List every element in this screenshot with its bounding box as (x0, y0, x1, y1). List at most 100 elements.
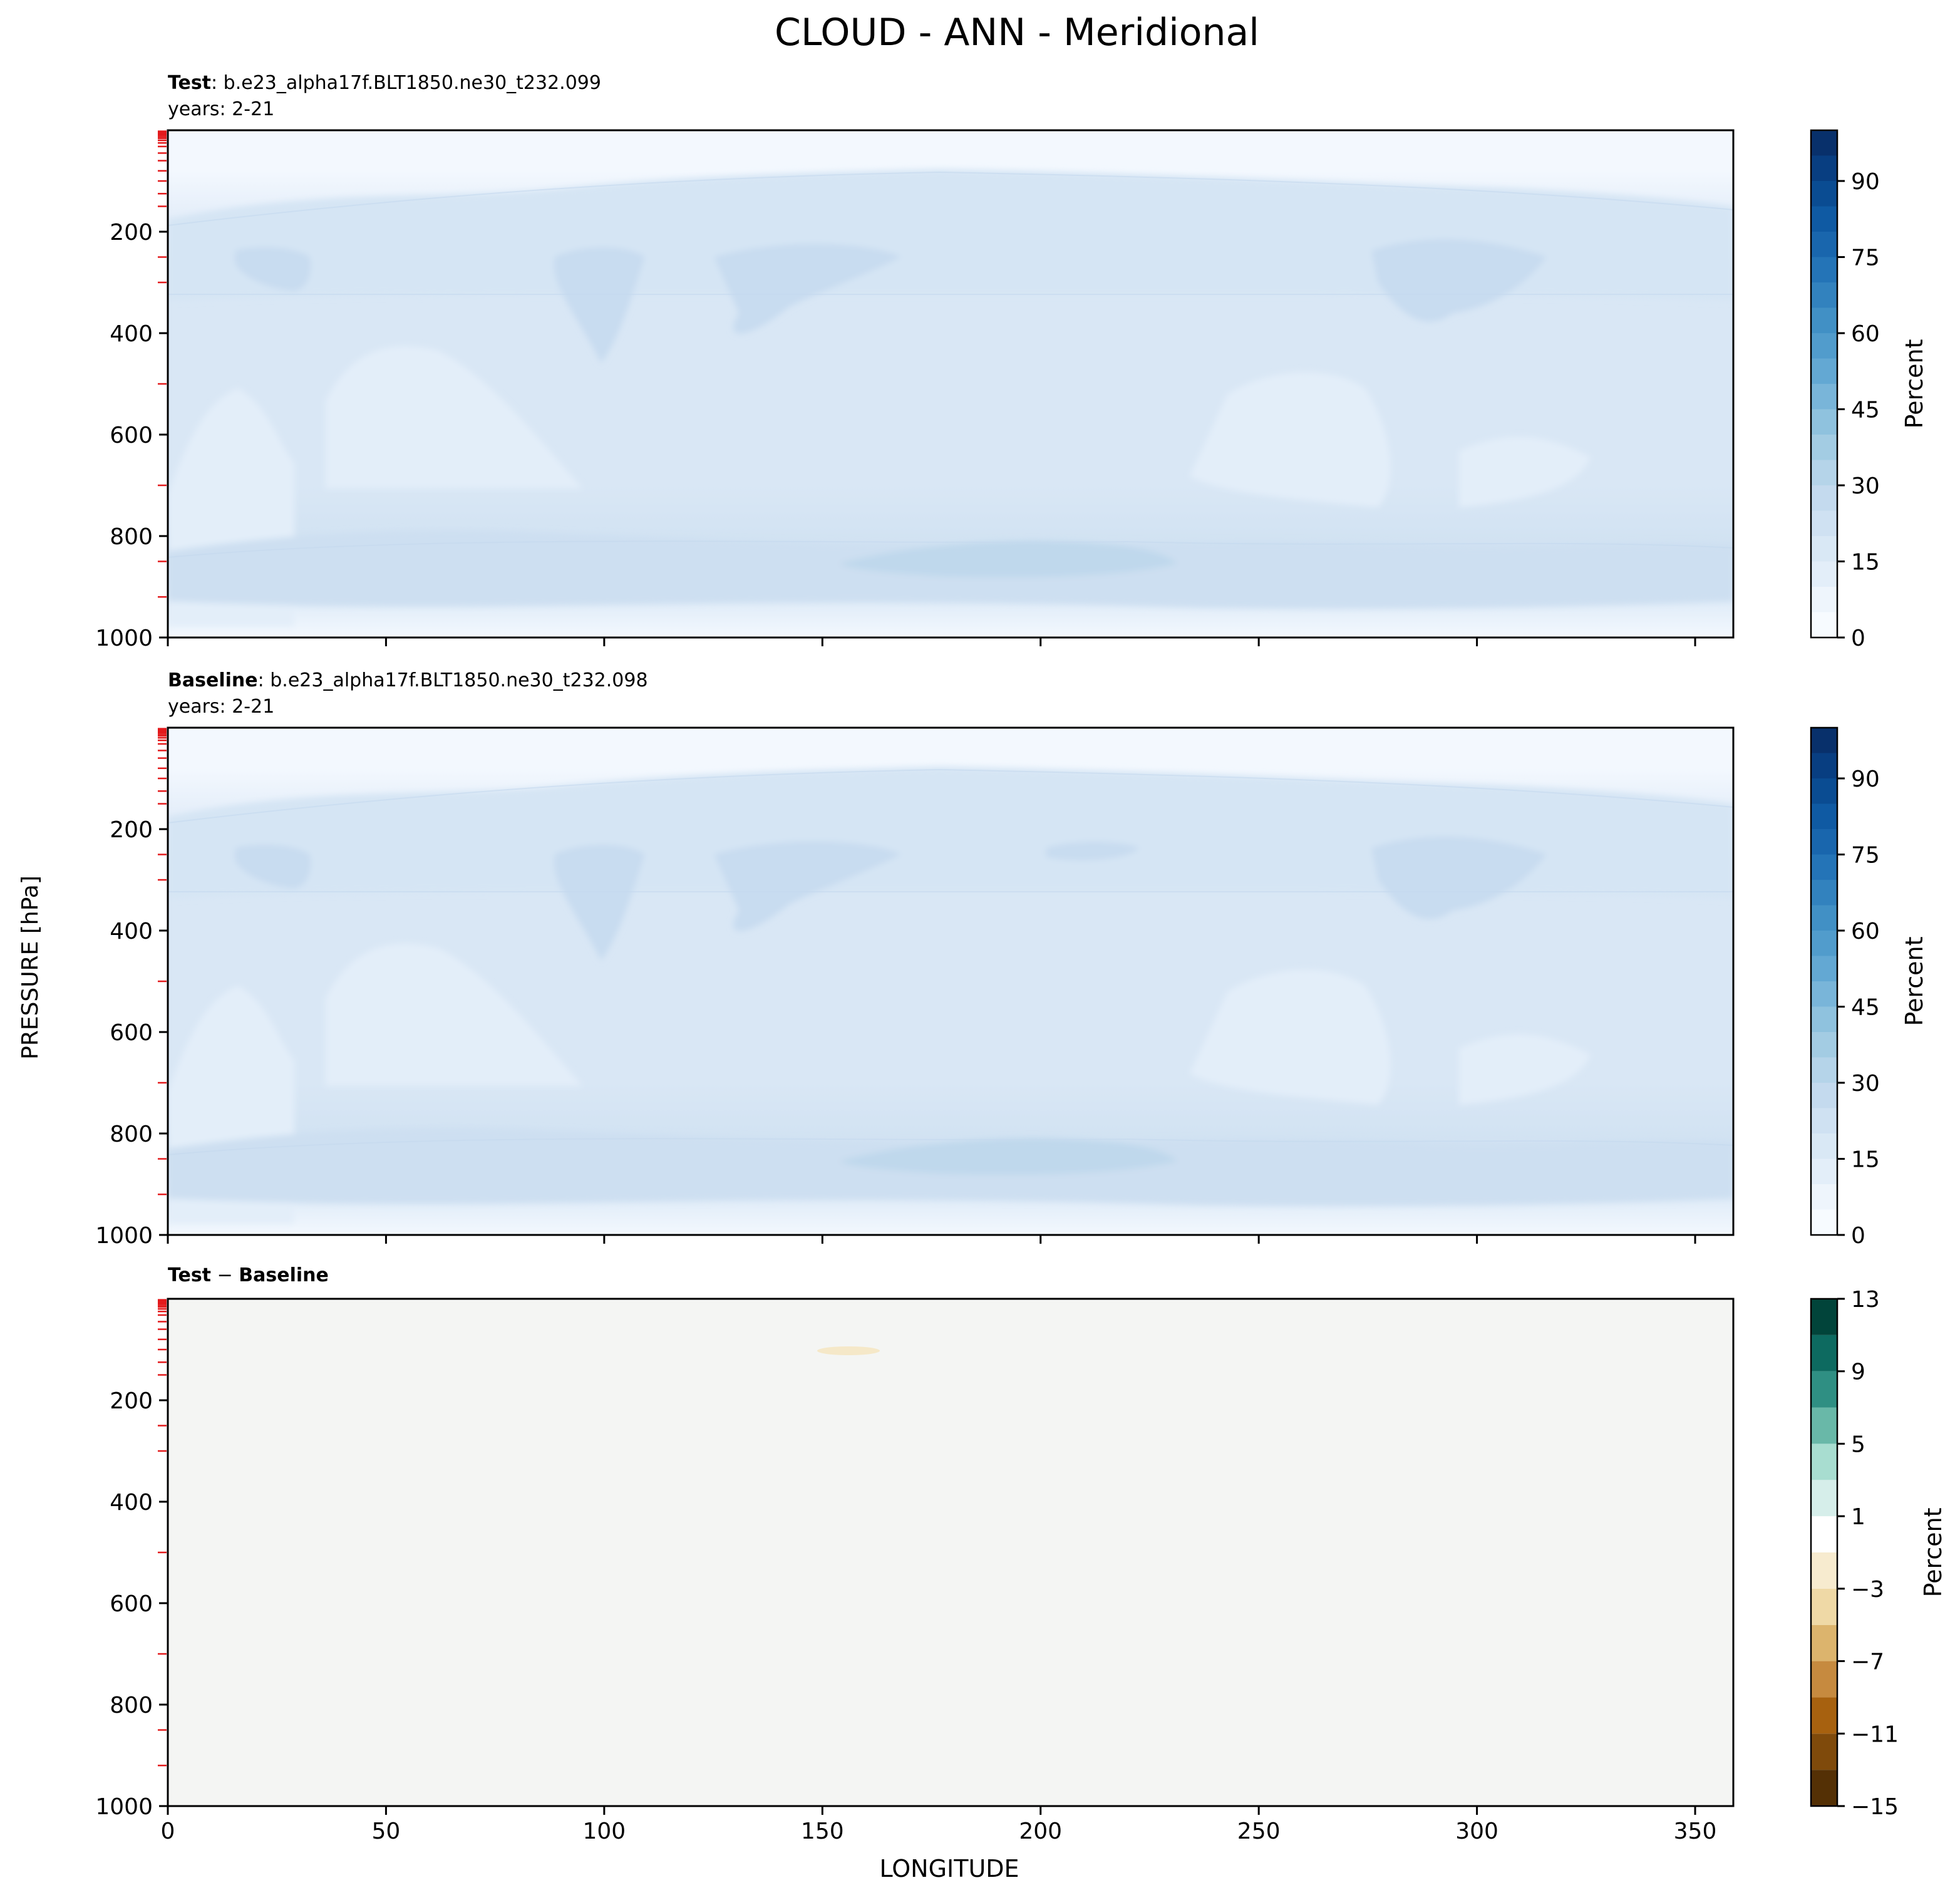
colorbar-tick-label: 90 (1851, 767, 1880, 792)
colorbar-swatch (1811, 384, 1837, 410)
colorbar-tick-label: 13 (1851, 1287, 1880, 1313)
colorbar-swatch (1811, 880, 1837, 906)
panel-baseline-low-pocket-a (326, 943, 582, 1086)
colorbar-swatch (1811, 587, 1837, 612)
colorbar-frame (1810, 726, 1839, 1236)
panel-baseline-colorbar-label: Percent (1901, 937, 1928, 1026)
y-tick-label: 400 (110, 919, 153, 944)
panel-test-contours (168, 171, 1733, 558)
colorbar-swatch (1811, 854, 1837, 880)
colorbar-tick-label: 15 (1851, 1147, 1880, 1173)
colorbar-swatch (1811, 956, 1837, 981)
colorbar-swatch (1811, 561, 1837, 587)
panel-baseline-low-pocket-b (1190, 969, 1391, 1105)
colorbar-tick-label: 5 (1851, 1432, 1865, 1457)
colorbar-tick-label: −11 (1851, 1722, 1899, 1747)
colorbar-swatch (1811, 155, 1837, 181)
x-tick-label: 350 (1674, 1819, 1717, 1844)
colorbar-tick-label: 9 (1851, 1360, 1865, 1385)
panel-baseline-title-bold: Baseline (168, 669, 258, 691)
y-tick-label: 200 (110, 1388, 153, 1414)
colorbar-swatch (1811, 1006, 1837, 1032)
x-tick-label: 50 (372, 1819, 401, 1844)
colorbar-swatch (1811, 282, 1837, 308)
panel-baseline-subtitle: years: 2-21 (168, 696, 274, 718)
colorbar-frame (1810, 1298, 1839, 1807)
panel-baseline-title: Baseline: b.e23_alpha17f.BLT1850.ne30_t2… (168, 669, 648, 691)
colorbar-swatch (1811, 1407, 1837, 1444)
panel-test-low-pocket-a (326, 346, 582, 488)
colorbar-swatch (1811, 1697, 1837, 1734)
panel-baseline-high-patch-3 (714, 841, 902, 931)
panel-baseline-field (168, 728, 1733, 1235)
panel-baseline-high-patch-5 (1046, 841, 1140, 860)
panel-test-low-pocket-c (1459, 436, 1591, 507)
panel-test-low-pocket-b (1190, 372, 1391, 507)
colorbar-swatch (1811, 307, 1837, 333)
panel-baseline-low-pocket-c (1459, 1034, 1591, 1105)
colorbar-tick-label: 1 (1851, 1504, 1865, 1530)
colorbar-swatch (1811, 1184, 1837, 1210)
x-tick-label: 100 (583, 1819, 626, 1844)
x-tick-label: 300 (1455, 1819, 1498, 1844)
panel-difference-colorbar-ticks: 13 9 5 1 −3 −7 −11 −15 (1837, 1287, 1899, 1820)
panel-test-high-patch-4 (1371, 239, 1547, 322)
panel-test-high-patch-2 (554, 247, 645, 363)
colorbar-tick-label: 30 (1851, 1071, 1880, 1097)
panel-test-colorbar-ticks: 0 15 30 45 60 75 90 (1837, 169, 1880, 651)
colorbar-swatch (1811, 1108, 1837, 1133)
panel-difference-level-marks (158, 1299, 167, 1767)
panel-baseline-lower-max (839, 1138, 1177, 1175)
colorbar-swatch (1811, 1159, 1837, 1184)
colorbar-tick-label: 60 (1851, 919, 1880, 944)
y-tick-label: 800 (110, 1693, 153, 1718)
colorbar-tick-label: 15 (1851, 550, 1880, 576)
panel-baseline-colorbar (1810, 726, 1839, 1236)
y-tick-label: 600 (110, 1020, 153, 1046)
y-tick-label: 600 (110, 423, 153, 448)
panel-difference-field (168, 1299, 1733, 1806)
figure-title: CLOUD - ANN - Meridional (775, 11, 1259, 54)
colorbar-swatch (1811, 1624, 1837, 1661)
colorbar-swatch (1811, 1133, 1837, 1159)
y-tick-label: 800 (110, 524, 153, 550)
panel-test-high-patch-1 (235, 247, 311, 291)
panel-test-level-marks (158, 130, 167, 598)
colorbar-swatch (1811, 829, 1837, 855)
y-tick-label: 1000 (95, 1794, 153, 1820)
colorbar-swatch (1811, 460, 1837, 485)
panel-baseline-x-ticks (167, 1235, 1696, 1244)
colorbar-swatch (1811, 905, 1837, 931)
colorbar-swatch (1811, 1032, 1837, 1058)
panel-test-title: Test: b.e23_alpha17f.BLT1850.ne30_t232.0… (168, 72, 601, 94)
panel-baseline-level-marks (158, 728, 167, 1195)
colorbar-swatch (1811, 358, 1837, 384)
panel-difference-colorbar (1810, 1298, 1839, 1807)
colorbar-swatch (1811, 931, 1837, 956)
x-tick-label: 200 (1019, 1819, 1062, 1844)
panel-test-colorbar-label: Percent (1901, 339, 1928, 429)
panel-baseline-colorbar-ticks: 0 15 30 45 60 75 90 (1837, 767, 1880, 1249)
colorbar-frame (1810, 129, 1839, 639)
colorbar-swatch (1811, 1770, 1837, 1806)
panel-baseline-high-patch-1 (235, 844, 311, 889)
colorbar-swatch (1811, 1371, 1837, 1408)
panel-test-y-ticks: 200 400 600 800 1000 (95, 220, 168, 651)
colorbar-swatch (1811, 1057, 1837, 1083)
colorbar-swatch (1811, 257, 1837, 282)
colorbar-swatch (1811, 803, 1837, 829)
y-tick-label: 600 (110, 1591, 153, 1617)
colorbar-tick-label: 90 (1851, 169, 1880, 195)
y-tick-label: 1000 (95, 1223, 153, 1249)
panel-test-colorbar (1810, 129, 1839, 639)
colorbar-tick-label: 75 (1851, 843, 1880, 869)
panel-test-lower-max (839, 540, 1177, 577)
panel-test-subtitle: years: 2-21 (168, 98, 274, 120)
panel-difference-x-ticks: 0 50 100 150 200 250 300 350 (161, 1806, 1717, 1844)
colorbar-swatch (1811, 1299, 1837, 1335)
colorbar-swatch (1811, 1335, 1837, 1371)
colorbar-tick-label: 30 (1851, 473, 1880, 499)
colorbar-tick-label: 45 (1851, 995, 1880, 1021)
colorbar-swatch (1811, 536, 1837, 562)
